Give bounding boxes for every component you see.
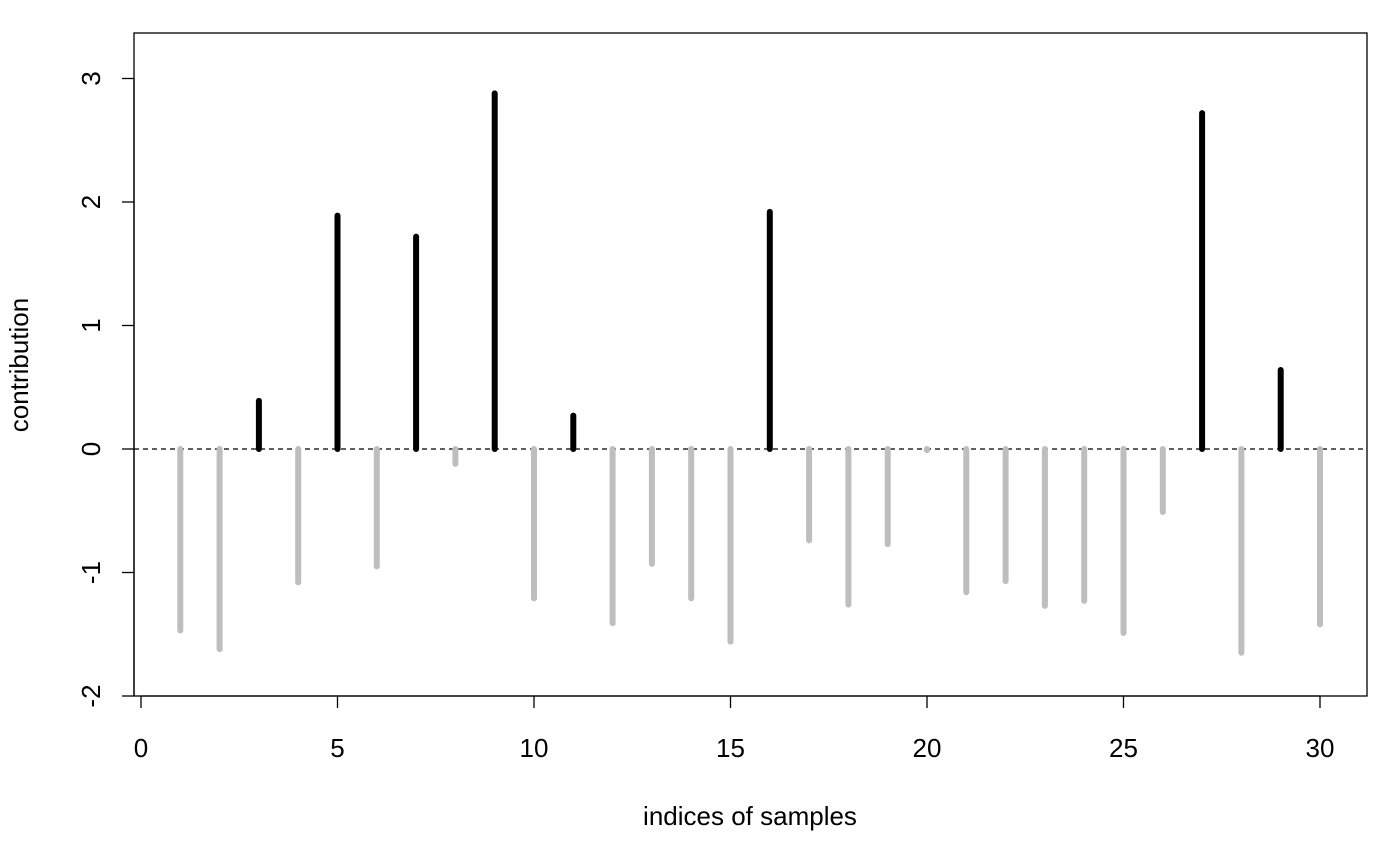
plot-frame (133, 32, 1368, 697)
y-tick-label--1: -1 (76, 561, 106, 584)
x-tick-label-20: 20 (913, 733, 942, 763)
y-axis-title: contribution (4, 298, 34, 432)
y-axis: -2 -1 0 1 2 3 (76, 71, 135, 708)
x-tick-label-15: 15 (716, 733, 745, 763)
bars-group (177, 90, 1323, 656)
x-axis-title: indices of samples (643, 801, 857, 831)
x-tick-label-10: 10 (520, 733, 549, 763)
y-tick-label--2: -2 (76, 684, 106, 707)
y-tick-label-2: 2 (76, 195, 106, 209)
y-tick-label-0: 0 (76, 442, 106, 456)
x-tick-label-0: 0 (134, 733, 148, 763)
x-tick-label-25: 25 (1109, 733, 1138, 763)
x-tick-label-5: 5 (330, 733, 344, 763)
x-tick-label-30: 30 (1306, 733, 1335, 763)
y-tick-label-3: 3 (76, 71, 106, 85)
y-tick-label-1: 1 (76, 318, 106, 332)
x-axis: 0 5 10 15 20 25 30 (134, 695, 1335, 763)
